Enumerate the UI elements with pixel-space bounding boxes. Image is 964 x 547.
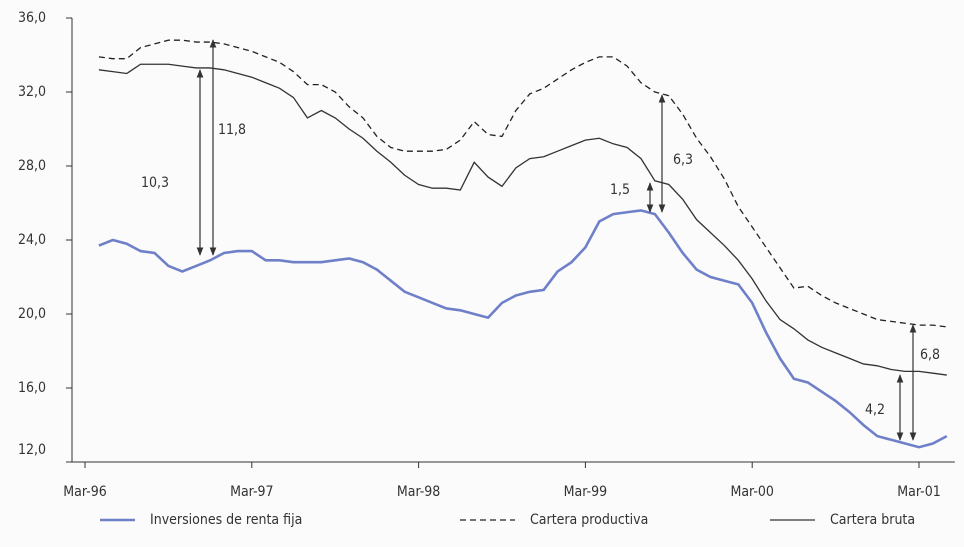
legend-label: Cartera bruta [830, 512, 915, 528]
annotation-label: 10,3 [141, 175, 169, 191]
x-tick-label: Mar-98 [397, 484, 440, 500]
legend-label: Inversiones de renta fija [150, 512, 302, 528]
y-tick-label: 28,0 [18, 158, 46, 174]
y-tick-label: 20,0 [18, 306, 46, 322]
x-tick-label: Mar-99 [564, 484, 607, 500]
y-tick-label: 16,0 [18, 380, 46, 396]
annotation-label: 6,8 [920, 347, 940, 363]
x-tick-label: Mar-00 [730, 484, 773, 500]
legend-label: Cartera productiva [530, 512, 648, 528]
y-tick-label: 36,0 [18, 10, 46, 26]
annotation-label: 4,2 [865, 402, 885, 418]
x-tick-label: Mar-97 [230, 484, 273, 500]
annotation-label: 11,8 [218, 122, 246, 138]
annotation-label: 1,5 [610, 182, 630, 198]
annotation-label: 6,3 [673, 152, 693, 168]
x-tick-label: Mar-96 [63, 484, 106, 500]
y-tick-label: 12,0 [18, 442, 46, 458]
y-tick-label: 24,0 [18, 232, 46, 248]
series-line [98, 39, 947, 328]
series-line [98, 209, 948, 449]
series-line [98, 63, 947, 376]
x-tick-label: Mar-01 [897, 484, 940, 500]
y-tick-label: 32,0 [18, 84, 46, 100]
